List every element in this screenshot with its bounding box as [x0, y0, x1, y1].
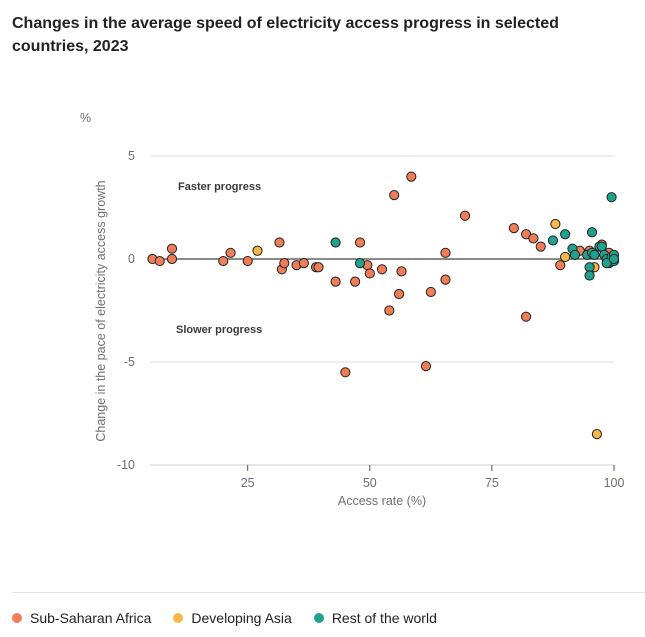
- data-point-sub-saharan-africa[interactable]: [393, 288, 405, 300]
- data-point-developing-asia[interactable]: [560, 251, 571, 263]
- y-tick-label: -10: [117, 458, 135, 472]
- data-point-sub-saharan-africa[interactable]: [166, 253, 178, 265]
- data-point-sub-saharan-africa[interactable]: [279, 258, 290, 269]
- data-point-rest-of-the-world[interactable]: [586, 227, 598, 238]
- y-axis-label: Change in the pace of electricity access…: [94, 180, 108, 441]
- y-tick-label: 0: [128, 252, 135, 266]
- legend-label: Sub-Saharan Africa: [30, 610, 152, 626]
- data-point-sub-saharan-africa[interactable]: [354, 237, 366, 248]
- data-point-sub-saharan-africa[interactable]: [274, 237, 285, 248]
- data-point-rest-of-the-world[interactable]: [547, 235, 559, 246]
- data-point-sub-saharan-africa[interactable]: [340, 367, 351, 378]
- legend-item-sub-saharan-africa[interactable]: Sub-Saharan Africa: [12, 610, 151, 626]
- data-point-rest-of-the-world[interactable]: [584, 270, 595, 281]
- chart-title: Changes in the average speed of electric…: [12, 15, 559, 55]
- x-axis-label: Access rate (%): [338, 494, 426, 508]
- data-point-sub-saharan-africa[interactable]: [389, 190, 400, 201]
- y-tick-label: 5: [128, 149, 135, 163]
- data-point-sub-saharan-africa[interactable]: [508, 223, 519, 234]
- data-point-sub-saharan-africa[interactable]: [440, 274, 451, 285]
- x-tick-label: 100: [604, 476, 625, 490]
- x-tick-label: 75: [485, 476, 499, 490]
- data-point-sub-saharan-africa[interactable]: [166, 243, 178, 254]
- data-point-sub-saharan-africa[interactable]: [384, 305, 395, 316]
- annotation-slower-progress: Slower progress: [176, 324, 262, 336]
- legend-swatch-sub-saharan-africa: [12, 613, 22, 623]
- points-layer: [147, 171, 620, 440]
- data-point-developing-asia[interactable]: [591, 429, 603, 440]
- data-point-sub-saharan-africa[interactable]: [440, 247, 451, 258]
- data-point-sub-saharan-africa[interactable]: [528, 233, 539, 244]
- data-point-rest-of-the-world[interactable]: [569, 249, 581, 260]
- annotation-faster-progress: Faster progress: [178, 181, 261, 193]
- legend-swatch-rest-of-the-world: [313, 613, 324, 623]
- data-point-sub-saharan-africa[interactable]: [218, 255, 229, 267]
- data-point-sub-saharan-africa[interactable]: [154, 255, 165, 267]
- legend-swatch-developing-asia: [173, 613, 184, 623]
- data-point-developing-asia[interactable]: [550, 218, 561, 230]
- data-point-sub-saharan-africa[interactable]: [535, 241, 546, 252]
- data-point-sub-saharan-africa[interactable]: [298, 258, 309, 269]
- data-point-sub-saharan-africa[interactable]: [313, 262, 324, 273]
- data-point-sub-saharan-africa[interactable]: [376, 264, 388, 275]
- data-point-sub-saharan-africa[interactable]: [350, 276, 361, 287]
- x-tick-label: 25: [241, 476, 255, 490]
- data-point-sub-saharan-africa[interactable]: [425, 286, 436, 298]
- data-point-sub-saharan-africa[interactable]: [520, 311, 532, 322]
- grid-layer: [150, 155, 614, 466]
- data-point-rest-of-the-world[interactable]: [606, 192, 617, 203]
- data-point-rest-of-the-world[interactable]: [330, 237, 341, 248]
- data-point-sub-saharan-africa[interactable]: [330, 276, 341, 287]
- legend-divider: [12, 592, 645, 593]
- legend: Sub-Saharan Africa Developing Asia Rest …: [12, 610, 437, 626]
- data-point-rest-of-the-world[interactable]: [354, 258, 366, 269]
- x-tick-label: 50: [363, 476, 377, 490]
- data-point-developing-asia[interactable]: [252, 245, 263, 256]
- data-point-sub-saharan-africa[interactable]: [420, 361, 432, 372]
- data-point-sub-saharan-africa[interactable]: [459, 210, 471, 221]
- legend-label: Developing Asia: [191, 610, 292, 626]
- data-point-sub-saharan-africa[interactable]: [242, 255, 253, 267]
- legend-item-rest-of-the-world[interactable]: Rest of the world: [313, 610, 437, 626]
- data-point-rest-of-the-world[interactable]: [608, 253, 620, 265]
- legend-label: Rest of the world: [331, 610, 437, 626]
- data-point-sub-saharan-africa[interactable]: [555, 260, 566, 271]
- data-point-sub-saharan-africa[interactable]: [364, 268, 375, 279]
- legend-item-developing-asia[interactable]: Developing Asia: [173, 610, 292, 626]
- data-point-sub-saharan-africa[interactable]: [406, 171, 417, 182]
- data-point-rest-of-the-world[interactable]: [560, 229, 571, 240]
- y-axis-unit: %: [80, 111, 91, 125]
- data-point-rest-of-the-world[interactable]: [589, 249, 600, 260]
- y-tick-label: -5: [124, 355, 135, 369]
- data-point-sub-saharan-africa[interactable]: [225, 247, 236, 258]
- data-point-sub-saharan-africa[interactable]: [396, 266, 407, 277]
